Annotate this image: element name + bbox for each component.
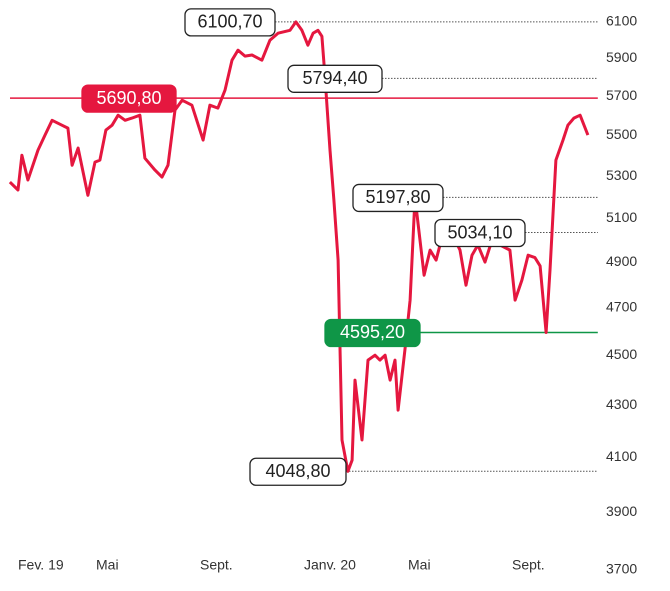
y-tick-label: 4900 bbox=[606, 253, 637, 269]
y-tick-label: 4300 bbox=[606, 396, 637, 412]
label-box bbox=[324, 318, 421, 348]
annotation-label: 6100,70 bbox=[197, 12, 262, 32]
annotation-label: 5197,80 bbox=[365, 187, 430, 207]
label-box bbox=[287, 64, 383, 93]
annotation-label: 4048,80 bbox=[265, 461, 330, 481]
x-tick-label: Sept. bbox=[512, 557, 545, 573]
y-tick-label: 5300 bbox=[606, 167, 637, 183]
label-box bbox=[249, 457, 347, 486]
annotation-label: 4595,20 bbox=[340, 322, 405, 342]
x-tick-label: Fev. 19 bbox=[18, 557, 64, 573]
y-tick-label: 3900 bbox=[606, 503, 637, 519]
x-tick-label: Mai bbox=[408, 557, 431, 573]
y-tick-label: 5900 bbox=[606, 49, 637, 65]
label-box bbox=[184, 8, 276, 37]
annotation-label: 5690,80 bbox=[96, 88, 161, 108]
annotation-label: 5794,40 bbox=[302, 68, 367, 88]
y-tick-label: 4100 bbox=[606, 448, 637, 464]
x-tick-label: Janv. 20 bbox=[304, 557, 356, 573]
y-tick-label: 5100 bbox=[606, 209, 637, 225]
label-box bbox=[81, 84, 177, 113]
y-tick-label: 5500 bbox=[606, 126, 637, 142]
y-tick-label: 4500 bbox=[606, 346, 637, 362]
y-tick-label: 4700 bbox=[606, 298, 637, 314]
y-tick-label: 3700 bbox=[606, 561, 637, 577]
label-box bbox=[434, 218, 526, 248]
y-tick-label: 5700 bbox=[606, 87, 637, 103]
annotation-label: 5034,10 bbox=[447, 222, 512, 242]
x-tick-label: Mai bbox=[96, 557, 119, 573]
x-tick-label: Sept. bbox=[200, 557, 233, 573]
label-box bbox=[352, 183, 444, 213]
y-tick-label: 6100 bbox=[606, 13, 637, 29]
